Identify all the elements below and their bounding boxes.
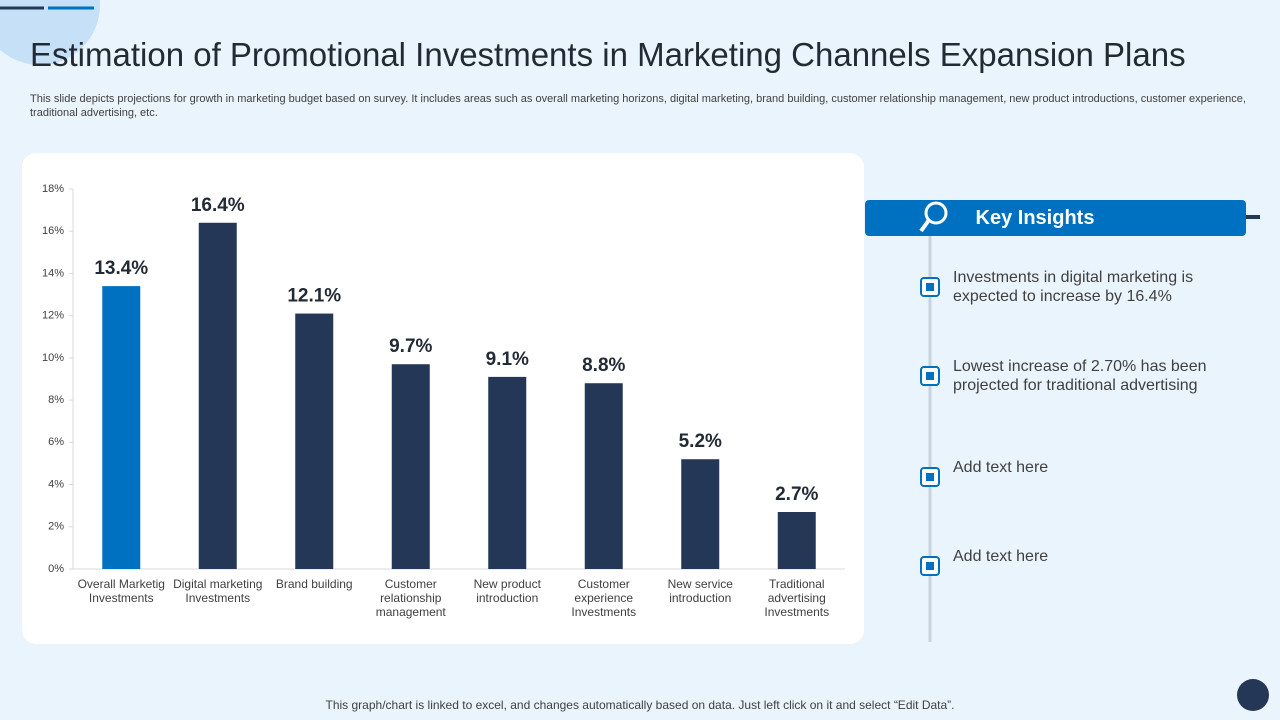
x-tick-label: Digital marketing Investments <box>173 577 263 605</box>
y-tick-label: 2% <box>48 521 64 533</box>
insight-text: Add text here <box>953 548 1049 565</box>
chart-card <box>22 153 864 644</box>
x-tick-label: Customer experience Investments <box>571 577 637 619</box>
y-tick-label: 4% <box>48 478 64 490</box>
y-tick-label: 10% <box>42 352 64 364</box>
bar <box>488 376 527 569</box>
bar <box>681 459 720 569</box>
y-tick-label: 12% <box>42 310 64 322</box>
y-tick-label: 8% <box>48 394 64 406</box>
bar <box>391 364 430 569</box>
x-tick-label: Traditional advertising Investments <box>764 577 830 619</box>
value-label: 8.8% <box>582 355 625 376</box>
value-label: 9.7% <box>389 336 432 357</box>
bar <box>198 222 237 569</box>
x-tick-label: New service introduction <box>667 577 733 605</box>
y-tick-label: 18% <box>42 183 64 195</box>
x-tick-label: Brand building <box>275 577 353 591</box>
y-tick-label: 0% <box>48 563 64 575</box>
bullet <box>926 283 934 291</box>
search-icon <box>919 218 931 233</box>
insight-text: Add text here <box>953 459 1049 476</box>
x-tick-label: Overall Marketig Investments <box>77 577 165 605</box>
value-label: 12.1% <box>287 286 341 307</box>
footer: This graph/chart is linked to excel, and… <box>325 698 955 712</box>
value-label: 16.4% <box>191 195 245 216</box>
decor-circle <box>1237 679 1269 711</box>
y-tick-label: 16% <box>42 225 64 237</box>
value-label: 2.7% <box>775 484 818 505</box>
bar <box>777 512 816 569</box>
bar <box>295 313 334 569</box>
insight-text: Lowest increase of 2.70% has been projec… <box>953 358 1207 394</box>
y-tick-label: 6% <box>48 436 64 448</box>
search-icon <box>924 201 948 225</box>
bullet <box>926 562 934 570</box>
bullet <box>926 372 934 380</box>
value-label: 9.1% <box>486 349 529 370</box>
insights-title: Key Insights <box>975 207 1095 229</box>
decor-circle <box>0 0 100 65</box>
value-label: 5.2% <box>679 431 722 452</box>
bar <box>584 383 623 569</box>
value-label: 13.4% <box>94 258 148 279</box>
y-tick-label: 14% <box>42 267 64 279</box>
insight-text: Investments in digital marketing is expe… <box>953 269 1194 305</box>
x-tick-label: Customer relationship management <box>375 577 446 619</box>
subtitle: This slide depicts projections for growt… <box>30 93 1246 119</box>
x-tick-label: New product introduction <box>473 577 541 605</box>
bar <box>102 286 141 569</box>
bullet <box>926 473 934 481</box>
title: Estimation of Promotional Investments in… <box>30 36 1186 73</box>
